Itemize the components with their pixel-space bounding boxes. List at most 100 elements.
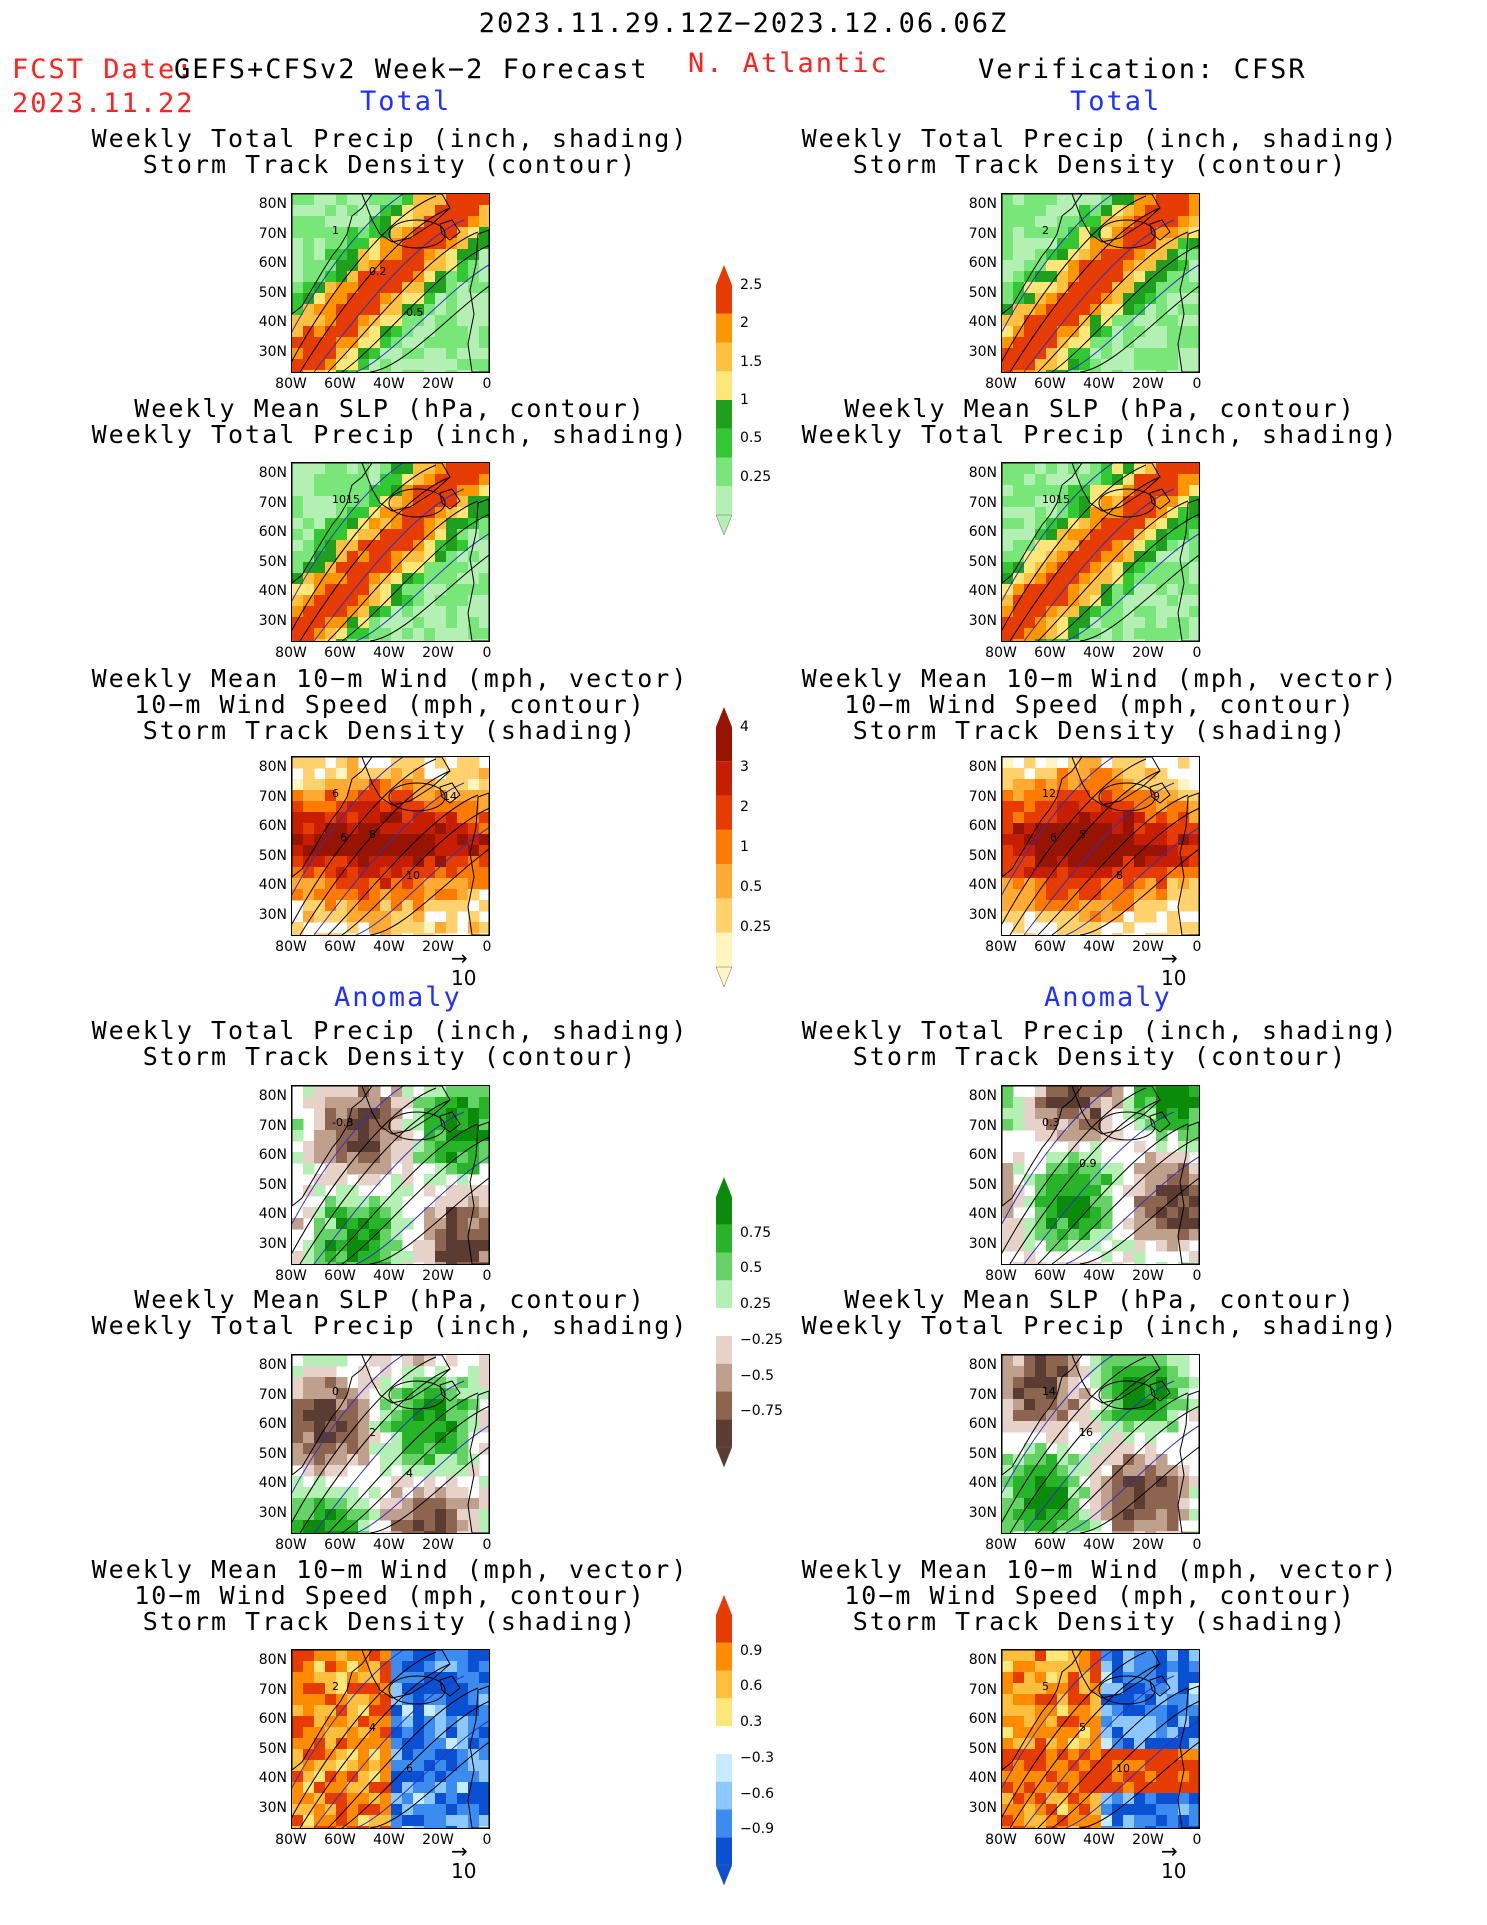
shade-cell [1035, 1388, 1047, 1400]
shade-cell [1013, 790, 1025, 802]
shade-cell [1046, 779, 1058, 791]
shade-cell [1112, 1086, 1124, 1098]
shade-cell [1002, 856, 1014, 868]
shade-cell [347, 628, 359, 640]
shade-cell [336, 1185, 348, 1197]
shade-cell [358, 584, 370, 596]
shade-cell [1156, 584, 1168, 596]
shade-cell [479, 1421, 489, 1433]
shade-cell [1167, 933, 1179, 935]
shade-cell [347, 304, 359, 316]
shade-cell [479, 1152, 489, 1164]
shade-cell [1013, 1705, 1025, 1717]
shade-cell [292, 529, 304, 541]
shade-cell [1024, 304, 1036, 316]
shade-cell [1079, 304, 1091, 316]
shade-cell [1068, 1377, 1080, 1389]
shade-cell [1024, 1399, 1036, 1411]
shade-cell [413, 1152, 425, 1164]
shade-cell [303, 227, 315, 239]
contour-line [1051, 1136, 1199, 1264]
shade-cell [479, 595, 489, 607]
shade-cell [1013, 540, 1025, 552]
shade-cell [1090, 1443, 1102, 1455]
shade-cell [1112, 1531, 1124, 1533]
shade-cell [435, 1793, 447, 1805]
shade-cell [1134, 529, 1146, 541]
shade-cell [479, 584, 489, 596]
shade-cell [1156, 1377, 1168, 1389]
shade-cell [1090, 1152, 1102, 1164]
shade-cell [1178, 1229, 1190, 1241]
shade-cell [347, 370, 359, 372]
shade-cell [1145, 326, 1157, 338]
shade-cell [468, 1738, 480, 1750]
shade-cell [1079, 1240, 1091, 1252]
shade-cell [1024, 1377, 1036, 1389]
shade-cell [325, 845, 337, 857]
contour-line [1023, 1111, 1175, 1264]
shade-cell [1002, 812, 1014, 824]
shade-cell [402, 1694, 414, 1706]
shade-cell [391, 1782, 403, 1794]
shade-cell [292, 238, 304, 250]
colorbar-swatch [716, 1642, 732, 1671]
shade-cell [1090, 1108, 1102, 1120]
shade-cell [457, 878, 469, 890]
shade-cell [391, 757, 403, 769]
shade-cell [1068, 823, 1080, 835]
shade-cell [1046, 1086, 1058, 1098]
shade-cell [1145, 315, 1157, 327]
shade-cell [413, 551, 425, 563]
shade-cell [413, 1815, 425, 1827]
shade-cell [314, 1152, 326, 1164]
shade-cell [1178, 359, 1190, 371]
shade-cell [380, 216, 392, 228]
shade-cell [1046, 606, 1058, 618]
shade-cell [457, 540, 469, 552]
shade-cell [446, 507, 458, 519]
shade-cell [435, 1443, 447, 1455]
colorbar-tick-label: 0.5 [740, 1260, 763, 1277]
shade-cell [303, 845, 315, 857]
shade-cell [457, 1454, 469, 1466]
panel-title: Weekly Mean 10−m Wind (mph, vector) 10−m … [770, 1557, 1430, 1635]
shade-cell [380, 1251, 392, 1263]
shade-cell [1046, 1388, 1058, 1400]
shade-cell [1057, 1119, 1069, 1131]
shade-cell [1101, 1509, 1113, 1521]
shade-cell [1167, 304, 1179, 316]
shade-cell [1123, 1366, 1135, 1378]
shade-cell [1123, 1727, 1135, 1739]
colorbar-min-arrow [715, 1864, 733, 1885]
panel-title-line: Weekly Mean SLP (hPa, contour) [844, 1285, 1356, 1314]
shade-cell [314, 326, 326, 338]
colorbar-tick-label: 0.3 [740, 1714, 763, 1731]
colorbar-swatch [716, 1280, 732, 1309]
shade-cell [402, 1366, 414, 1378]
shade-cell [325, 628, 337, 640]
shade-cell [1156, 216, 1168, 228]
shade-cell [391, 617, 403, 629]
shade-cell [1090, 518, 1102, 530]
shade-cell [1134, 1174, 1146, 1186]
shade-cell [1057, 1804, 1069, 1816]
shade-cell [358, 315, 370, 327]
shade-cell [1013, 834, 1025, 846]
shade-cell [314, 1399, 326, 1411]
shade-cell [1101, 518, 1113, 530]
shade-cell [1035, 1498, 1047, 1510]
shade-cell [1167, 834, 1179, 846]
shade-cell [336, 326, 348, 338]
shade-cell [1090, 812, 1102, 824]
shade-cell [1101, 1229, 1113, 1241]
shade-cell [1101, 1815, 1113, 1827]
shade-cell [303, 1465, 315, 1477]
colorbar-swatch [716, 313, 732, 343]
shade-cell [391, 496, 403, 508]
shade-cell [468, 293, 480, 305]
lon-tick-label: 40W [373, 939, 405, 955]
section-anomaly-right: Anomaly [1044, 982, 1172, 1013]
shade-cell [402, 812, 414, 824]
shade-cell [1068, 1738, 1080, 1750]
